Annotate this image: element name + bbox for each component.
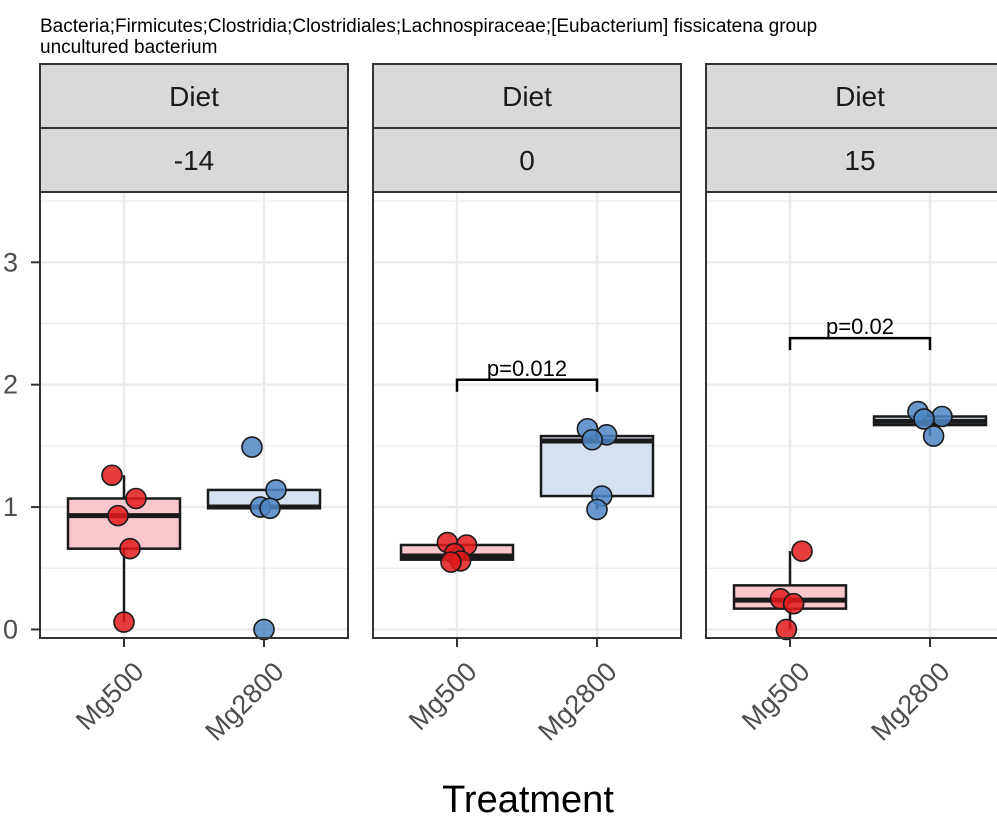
data-point — [120, 539, 140, 559]
x-tick-label: Mg2800 — [865, 656, 955, 746]
data-point — [776, 619, 796, 639]
data-point — [260, 498, 280, 518]
p-value-label: p=0.012 — [487, 356, 567, 381]
data-point — [792, 541, 812, 561]
panel-background — [40, 192, 348, 638]
x-tick-label: Mg2800 — [199, 656, 289, 746]
p-value-label: p=0.02 — [826, 314, 894, 339]
facet-panels: Diet -14 Mg500 Mg2800 Diet 0 p=0.012 Mg500 Mg280… — [40, 64, 997, 747]
data-point — [924, 426, 944, 446]
strip-bottom-label: 15 — [844, 145, 875, 176]
data-point — [784, 594, 804, 614]
x-tick-label: Mg500 — [70, 656, 150, 736]
x-tick-label: Mg500 — [736, 656, 816, 736]
y-axis: 0 1 2 3 — [3, 247, 40, 644]
data-point — [126, 488, 146, 508]
data-point — [242, 437, 262, 457]
facet-panel: Diet 15 p=0.02 Mg500 Mg2800 — [706, 64, 997, 747]
x-tick-label: Mg500 — [403, 656, 483, 736]
data-point — [932, 407, 952, 427]
y-tick-label: 1 — [3, 492, 18, 522]
strip-top-label: Diet — [835, 81, 885, 112]
data-point — [266, 480, 286, 500]
strip-bottom-label: 0 — [519, 145, 535, 176]
x-axis-label: Treatment — [442, 779, 614, 821]
y-tick-label: 2 — [3, 370, 18, 400]
data-point — [102, 465, 122, 485]
data-point — [254, 619, 274, 639]
x-tick-label: Mg2800 — [532, 656, 622, 746]
y-tick-label: 3 — [3, 247, 18, 277]
facet-panel: Diet 0 p=0.012 Mg500 Mg2800 — [373, 64, 681, 747]
data-point — [108, 506, 128, 526]
y-tick-label: 0 — [3, 614, 18, 644]
strip-top-label: Diet — [502, 81, 552, 112]
data-point — [441, 552, 461, 572]
data-point — [587, 500, 607, 520]
facet-panel: Diet -14 Mg500 Mg2800 — [40, 64, 348, 747]
data-point — [582, 430, 602, 450]
strip-top-label: Diet — [169, 81, 219, 112]
panel-background — [373, 192, 681, 638]
data-point — [114, 612, 134, 632]
strip-bottom-label: -14 — [174, 145, 214, 176]
panel-background — [706, 192, 997, 638]
